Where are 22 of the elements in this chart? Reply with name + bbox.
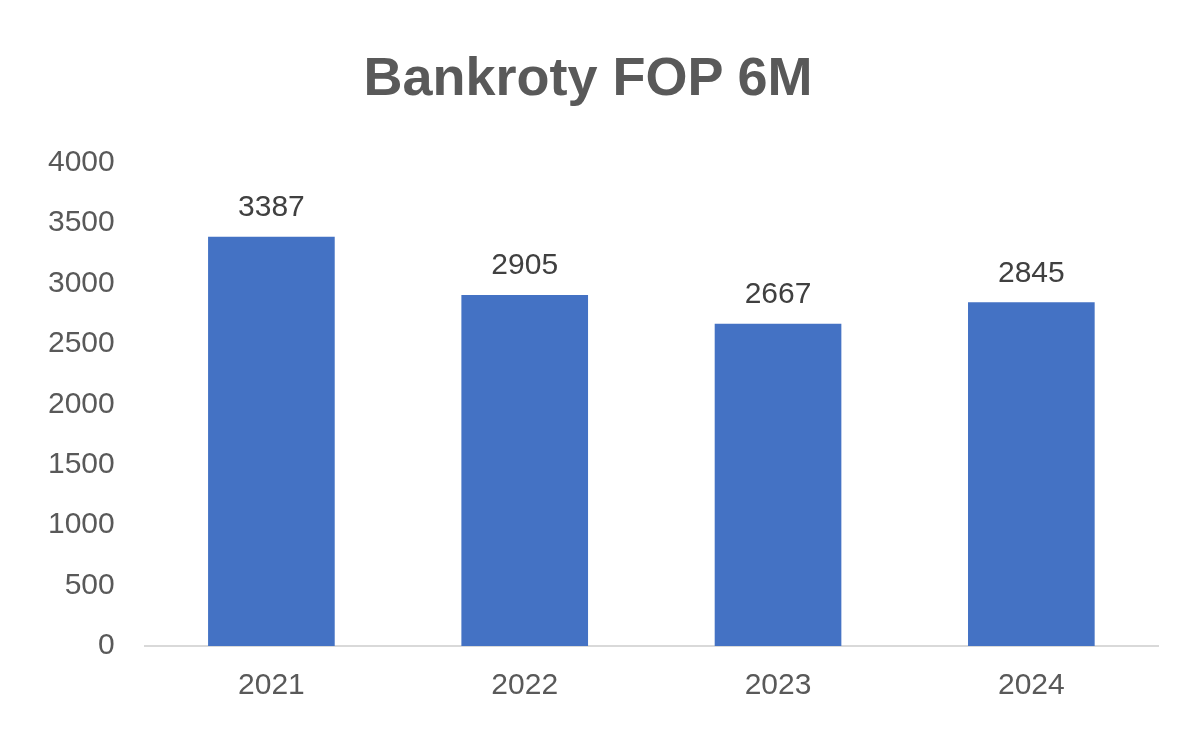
data-label: 2905 [491,247,559,281]
x-tick-label: 2022 [491,667,559,701]
data-label: 2667 [744,276,812,310]
data-label: 2845 [997,254,1065,288]
data-label: 3387 [238,189,305,223]
chart-title: Bankroty FOP 6M [363,46,813,107]
y-tick-label: 2500 [47,325,115,359]
y-tick-label: 2000 [47,385,115,419]
x-tick-label: 2024 [997,667,1065,701]
y-tick-label: 500 [64,566,115,600]
y-tick-label: 1500 [47,446,115,480]
bar [461,295,589,646]
x-tick-label: 2023 [744,667,812,701]
bar [714,323,842,646]
x-tick-label: 2021 [238,667,305,701]
y-tick-label: 3000 [47,264,115,298]
bar [968,302,1095,646]
bar [208,236,335,646]
y-tick-label: 4000 [47,144,115,178]
y-tick-label: 0 [98,627,115,661]
y-tick-label: 3500 [47,204,115,238]
y-tick-label: 1000 [47,506,115,540]
